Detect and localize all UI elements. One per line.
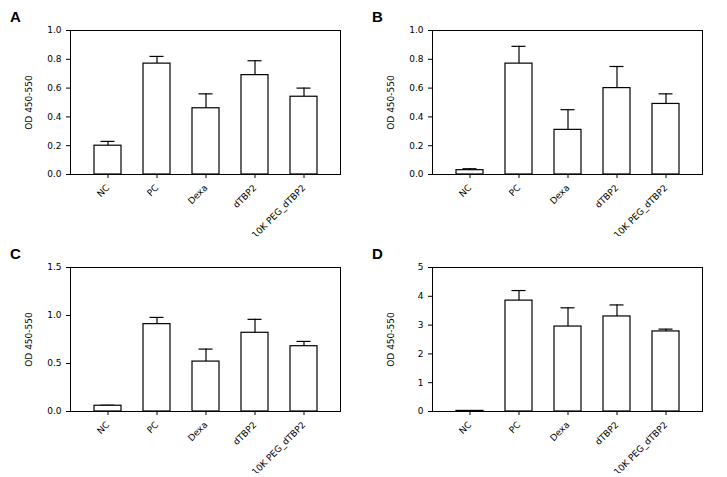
svg-text:5: 5 (418, 262, 424, 272)
svg-text:0.6: 0.6 (409, 83, 424, 93)
svg-text:0.2: 0.2 (47, 141, 61, 151)
svg-text:0.5: 0.5 (47, 358, 61, 368)
svg-text:0.4: 0.4 (409, 112, 424, 122)
svg-text:1.5: 1.5 (47, 262, 61, 272)
svg-text:Dexa: Dexa (548, 183, 571, 206)
svg-text:OD 450-550: OD 450-550 (24, 312, 34, 367)
svg-text:1.0: 1.0 (409, 25, 424, 35)
svg-text:1: 1 (418, 378, 424, 388)
html-text:C: C (10, 245, 21, 262)
svg-text:3: 3 (418, 320, 424, 330)
svg-text:PC: PC (145, 183, 160, 198)
svg-text:NC: NC (457, 420, 473, 436)
svg-text:0.8: 0.8 (409, 54, 424, 64)
svg-text:10K PEG_dTBP2: 10K PEG_dTBP2 (612, 183, 670, 236)
svg-text:10K PEG_dTBP2: 10K PEG_dTBP2 (250, 183, 308, 236)
svg-text:0.0: 0.0 (409, 169, 424, 179)
svg-text:PC: PC (507, 183, 522, 198)
svg-text:0.2: 0.2 (409, 141, 423, 151)
svg-text:Dexa: Dexa (186, 183, 209, 206)
svg-text:0.6: 0.6 (47, 83, 62, 93)
svg-text:1.0: 1.0 (47, 310, 62, 320)
svg-text:0.0: 0.0 (47, 406, 62, 416)
svg-text:dTBP2: dTBP2 (231, 183, 258, 210)
svg-text:dTBP2: dTBP2 (231, 420, 258, 447)
svg-text:2: 2 (418, 349, 424, 359)
svg-text:0.4: 0.4 (47, 112, 62, 122)
svg-text:NC: NC (95, 183, 111, 199)
svg-text:1.0: 1.0 (47, 25, 62, 35)
svg-text:OD 450-550: OD 450-550 (24, 75, 34, 130)
svg-text:PC: PC (145, 420, 160, 435)
svg-text:0.0: 0.0 (47, 169, 62, 179)
svg-text:NC: NC (95, 420, 111, 436)
svg-text:OD 450-550: OD 450-550 (386, 75, 396, 130)
svg-text:0.8: 0.8 (47, 54, 62, 64)
svg-text:OD 450-550: OD 450-550 (386, 312, 396, 367)
html-text:D: D (372, 245, 383, 262)
svg-text:4: 4 (418, 291, 424, 301)
svg-text:dTBP2: dTBP2 (593, 420, 620, 447)
svg-text:Dexa: Dexa (548, 420, 571, 443)
html-text:B: B (372, 8, 383, 25)
svg-text:NC: NC (457, 183, 473, 199)
svg-text:dTBP2: dTBP2 (593, 183, 620, 210)
svg-text:10K PEG_dTBP2: 10K PEG_dTBP2 (250, 420, 308, 473)
svg-text:PC: PC (507, 420, 522, 435)
svg-text:Dexa: Dexa (186, 420, 209, 443)
svg-text:0: 0 (418, 406, 424, 416)
html-text:A: A (10, 8, 21, 25)
svg-text:10K PEG_dTBP2: 10K PEG_dTBP2 (612, 420, 670, 473)
